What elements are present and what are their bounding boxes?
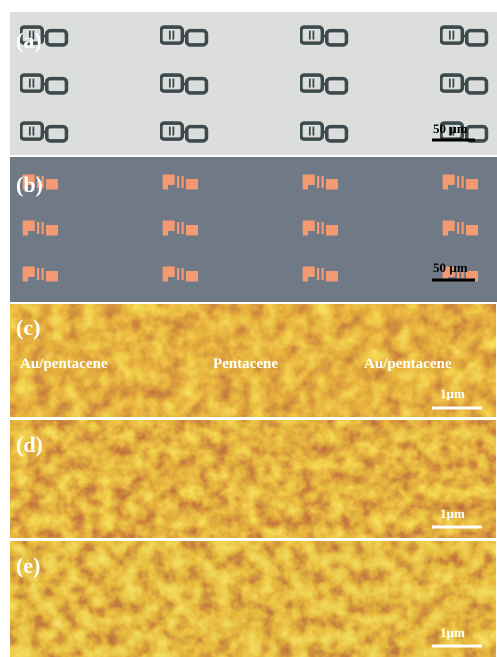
scale-bar-label: 50 µm xyxy=(433,121,468,136)
region-label: Au/pentacene xyxy=(364,356,452,372)
panel-label: (c) xyxy=(16,315,40,340)
afm-image xyxy=(10,420,496,538)
device-array xyxy=(10,157,497,302)
panel-e: (e) 1µm xyxy=(10,541,496,657)
panel-label: (e) xyxy=(16,553,40,578)
region-label: Pentacene xyxy=(213,356,278,372)
panel-a: (a) 50 µm xyxy=(10,12,497,155)
scale-bar-label: 1µm xyxy=(440,386,465,401)
panel-label: (d) xyxy=(16,432,43,457)
panel-b: (b) 50 µm xyxy=(10,157,497,302)
scale-bar-label: 50 µm xyxy=(433,260,468,275)
device-array xyxy=(10,12,497,155)
panel-label: (b) xyxy=(16,172,43,197)
scale-bar-label: 1µm xyxy=(440,625,465,640)
panel-d: (d) 1µm xyxy=(10,420,496,538)
panel-c: (c) Au/pentacene Pentacene Au/pentacene … xyxy=(10,304,496,417)
figure: (a) 50 µm (b) 50 µm (c) Au/pentacene Pen… xyxy=(0,0,497,657)
page: (a) 50 µm (b) 50 µm (c) Au/pentacene Pen… xyxy=(0,0,497,657)
scale-bar-label: 1µm xyxy=(440,506,465,521)
panel-label: (a) xyxy=(16,28,42,53)
afm-image xyxy=(10,541,496,657)
region-label: Au/pentacene xyxy=(20,356,108,372)
